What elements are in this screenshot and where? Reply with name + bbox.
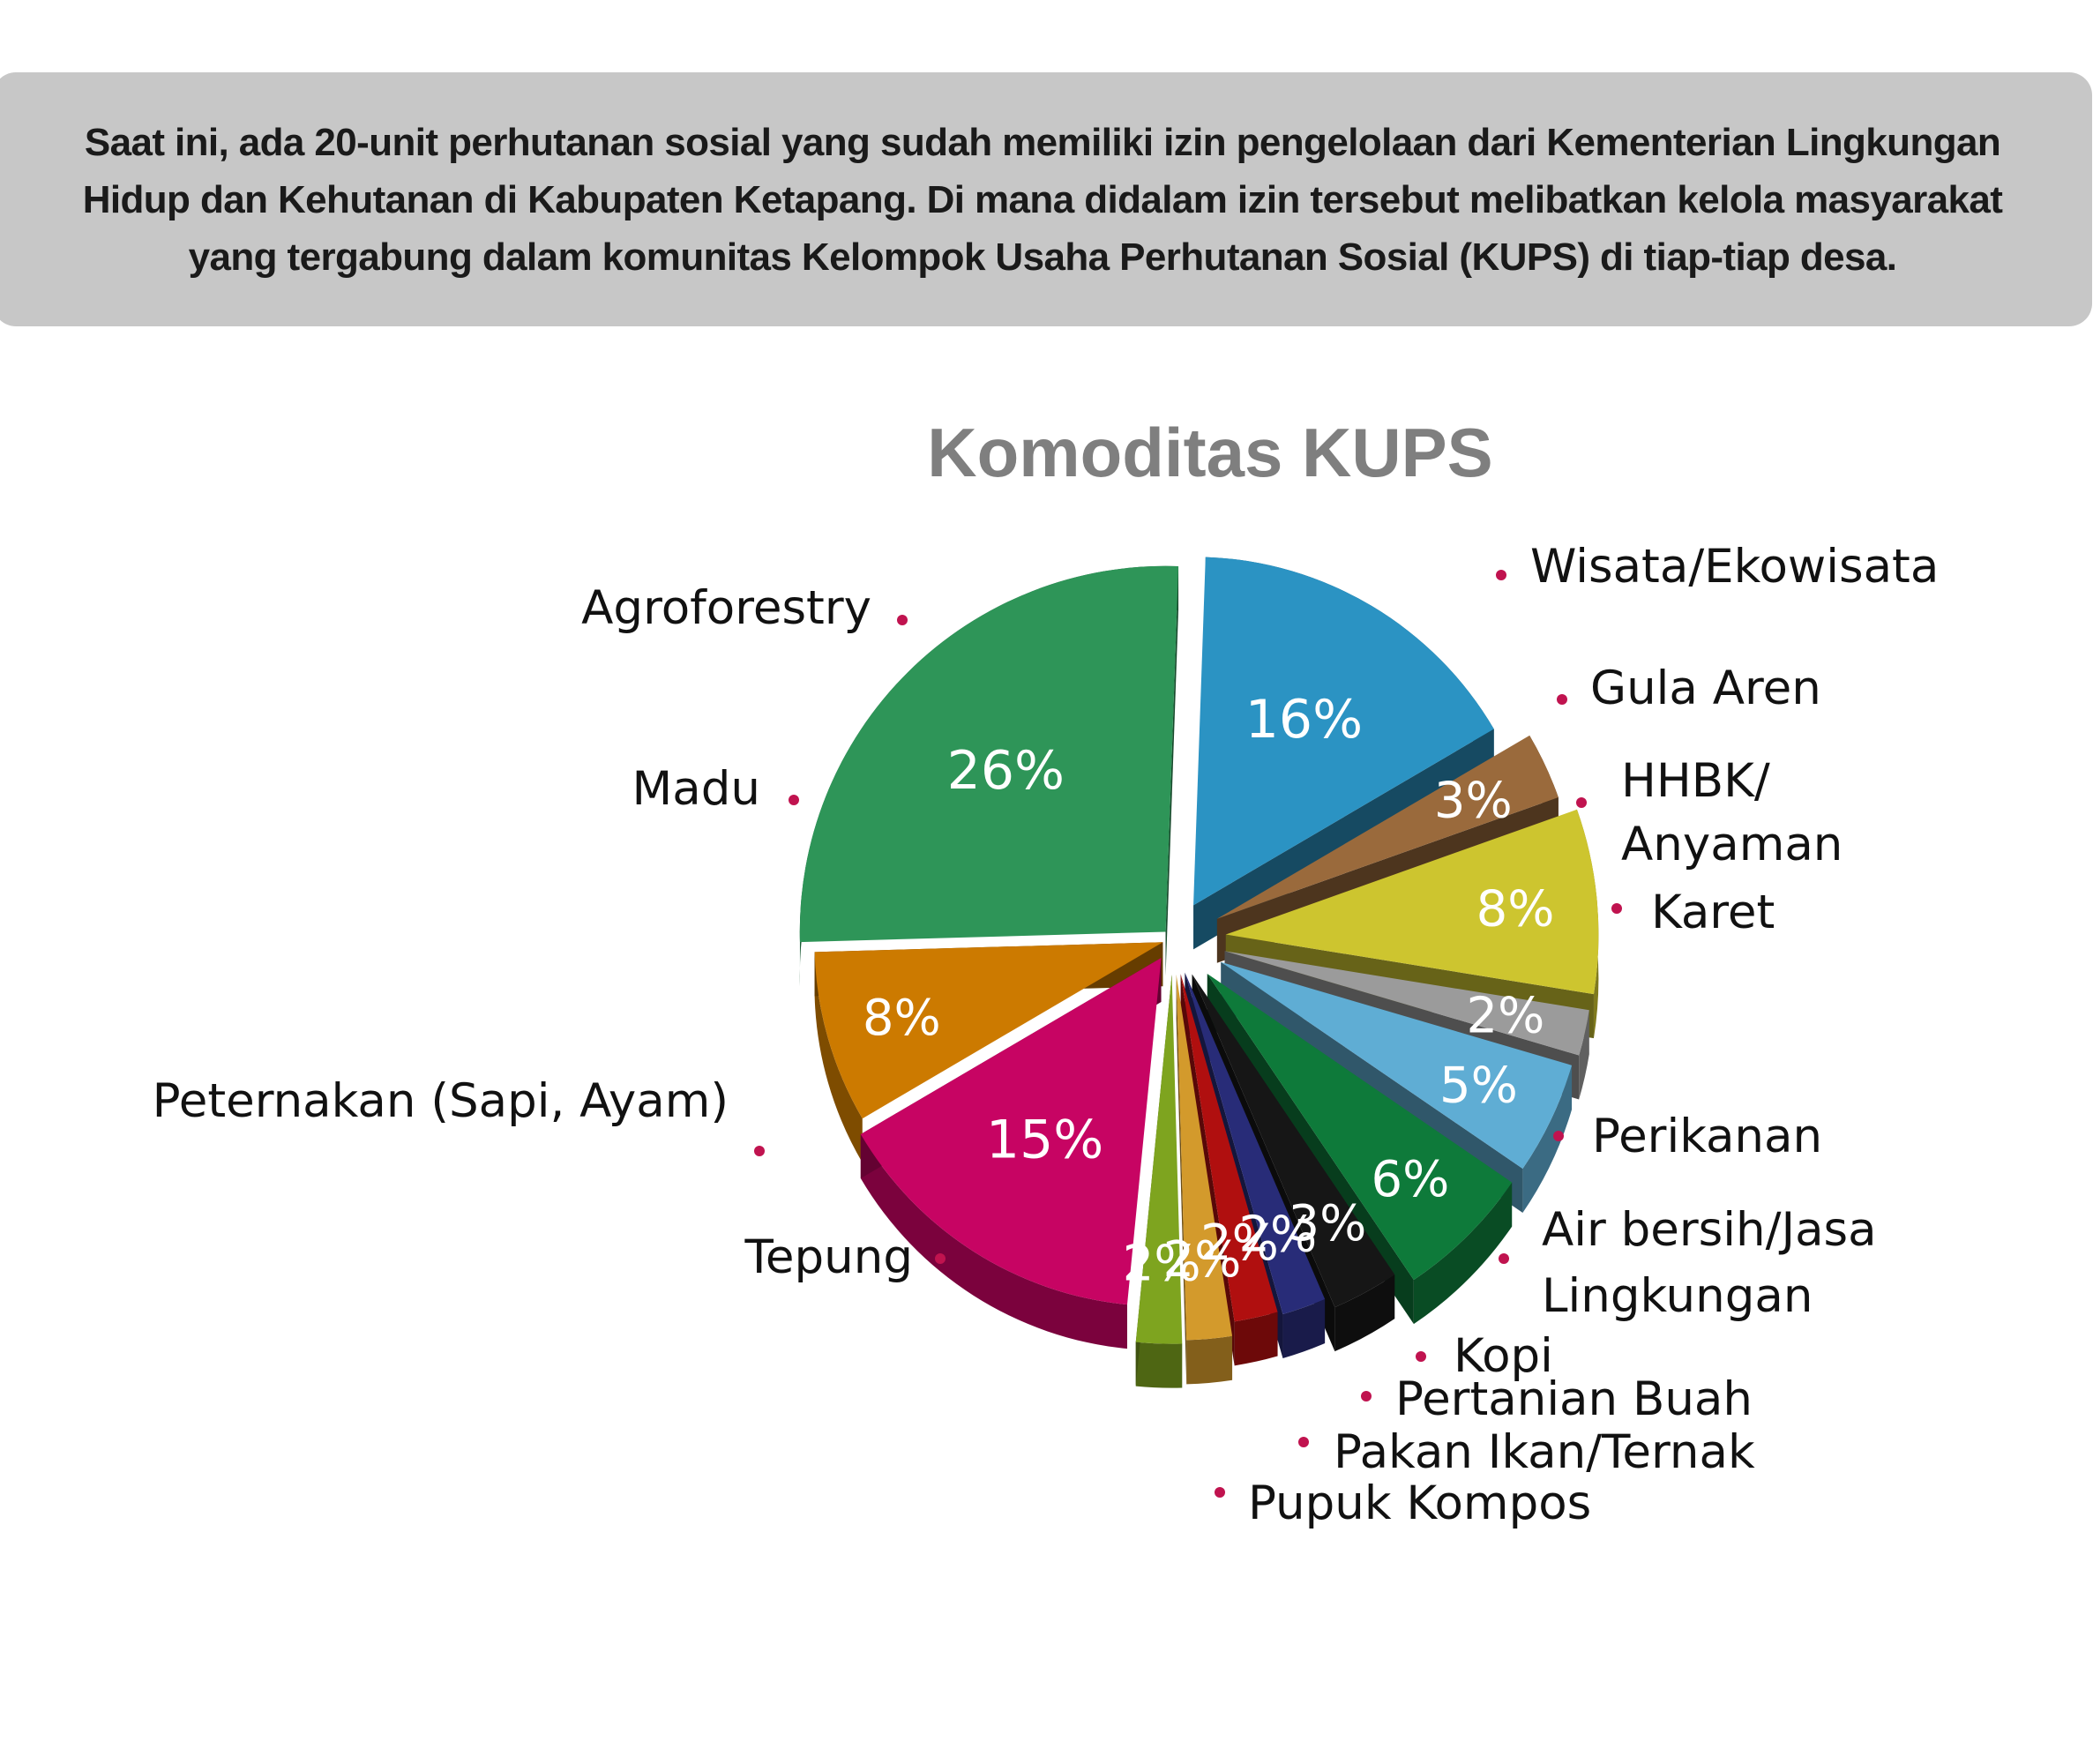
category-label-karet: Karet <box>1651 886 1775 939</box>
slice-pakan-ikan-ternak <box>1180 974 1278 1322</box>
label-bullet-tepung <box>935 1253 946 1264</box>
slice-side-peternakan-sapi-ayam <box>860 1133 1127 1349</box>
pct-label-agroforestry: 26% <box>947 740 1065 802</box>
pct-label-hhbk-anyaman: 8% <box>1476 881 1555 938</box>
label-bullet-wisata-ekowisata <box>1496 570 1506 580</box>
pct-label-peternakan-sapi-ayam: 15% <box>986 1109 1103 1170</box>
slice-agroforestry <box>799 565 1179 943</box>
slice-side-air-bersih-jasa-lingkungan <box>1413 1182 1513 1325</box>
category-label-pupuk-kompos: Pupuk Kompos <box>1248 1476 1591 1530</box>
slice-side-pupuk-kompos <box>1186 1335 1233 1385</box>
slice-hhbk-anyaman <box>1225 809 1599 995</box>
intro-text: Saat ini, ada 20-unit perhutanan sosial … <box>82 120 2003 279</box>
slice-air-bersih-jasa-lingkungan <box>1207 974 1513 1281</box>
category-label-perikanan: Perikanan <box>1592 1110 1822 1163</box>
slice-side-kopi <box>1334 1274 1395 1352</box>
slice-pupuk-kompos <box>1176 974 1233 1341</box>
slice-gula-aren <box>1216 735 1559 919</box>
category-label-agroforestry: Agroforestry <box>581 581 871 635</box>
intro-banner: Saat ini, ada 20-unit perhutanan sosial … <box>0 72 2092 326</box>
slice-madu <box>814 942 1163 1119</box>
category-label-hhbk-anyaman: HHBK/Anyaman <box>1621 754 1843 871</box>
label-bullet-karet <box>1611 903 1622 914</box>
label-bullet-agroforestry <box>897 615 908 625</box>
pct-label-gula-aren: 3% <box>1434 772 1513 829</box>
slice-wall-agroforestry <box>1165 565 1179 976</box>
label-bullet-madu <box>789 795 799 805</box>
category-label-tepung: Tepung <box>744 1230 913 1284</box>
category-label-kopi: Kopi <box>1454 1329 1553 1383</box>
pct-label-madu: 8% <box>863 990 941 1047</box>
slice-side-karet <box>1579 1010 1589 1100</box>
slice-perikanan <box>1221 961 1573 1170</box>
slice-tepung <box>1135 974 1183 1344</box>
label-bullet-kopi <box>1416 1351 1426 1362</box>
slice-karet <box>1224 951 1589 1056</box>
label-bullet-gula-aren <box>1557 694 1567 705</box>
pct-label-wisata-ekowisata: 16% <box>1245 689 1363 751</box>
label-bullet-perikanan <box>1553 1131 1564 1141</box>
category-label-peternakan-sapi-ayam: Peternakan (Sapi, Ayam) <box>153 1074 729 1128</box>
pct-label-kopi: 3% <box>1289 1195 1367 1252</box>
slice-side-pertanian-buah <box>1282 1299 1326 1358</box>
pct-label-perikanan: 5% <box>1439 1057 1518 1114</box>
pct-label-pertanian-buah: 2% <box>1238 1207 1317 1264</box>
category-label-air-bersih-jasa-lingkungan: Air bersih/Jasa Lingkungan <box>1542 1203 1877 1323</box>
category-label-wisata-ekowisata: Wisata/Ekowisata <box>1530 540 1939 594</box>
category-label-pakan-ikan-ternak: Pakan Ikan/Ternak <box>1334 1425 1755 1479</box>
label-bullet-peternakan-sapi-ayam <box>754 1146 765 1156</box>
pct-label-tepung: 2% <box>1123 1235 1201 1292</box>
slice-pertanian-buah <box>1185 972 1326 1314</box>
category-label-madu: Madu <box>632 762 760 816</box>
slice-side-perikanan <box>1522 1065 1573 1214</box>
slice-kopi <box>1192 974 1395 1308</box>
label-bullet-hhbk-anyaman <box>1576 797 1587 808</box>
label-bullet-pertanian-buah <box>1361 1391 1372 1401</box>
label-bullet-pupuk-kompos <box>1215 1487 1225 1498</box>
pct-label-air-bersih-jasa-lingkungan: 6% <box>1371 1151 1449 1208</box>
slice-peternakan-sapi-ayam <box>860 958 1162 1305</box>
pct-label-pakan-ikan-ternak: 2% <box>1200 1215 1279 1272</box>
category-label-pertanian-buah: Pertanian Buah <box>1395 1372 1753 1426</box>
slice-wisata-ekowisata <box>1193 557 1494 906</box>
slice-side-madu <box>814 952 863 1163</box>
slice-wall-pupuk-kompos <box>1176 974 1187 1385</box>
pct-label-karet: 2% <box>1467 988 1545 1045</box>
slice-side-pakan-ikan-ternak <box>1234 1312 1278 1366</box>
category-label-gula-aren: Gula Aren <box>1590 662 1821 715</box>
slice-side-tepung <box>1135 1342 1183 1388</box>
label-bullet-air-bersih-jasa-lingkungan <box>1499 1253 1509 1264</box>
pct-label-pupuk-kompos: 2% <box>1163 1231 1242 1289</box>
label-bullet-pakan-ikan-ternak <box>1298 1437 1309 1447</box>
chart-title: Komoditas KUPS <box>927 414 1492 491</box>
